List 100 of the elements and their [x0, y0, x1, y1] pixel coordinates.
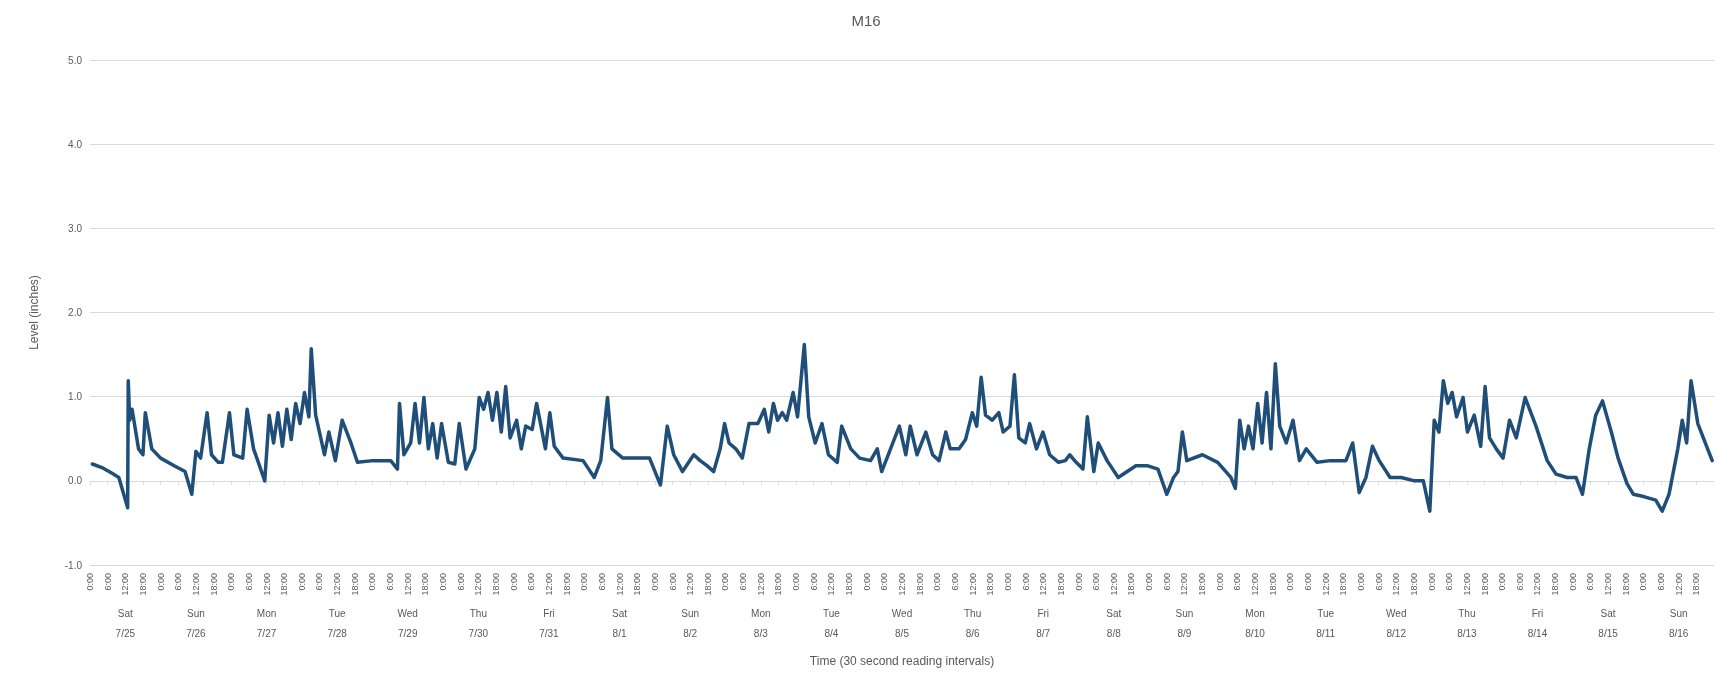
x-tick-label: 0:00: [1567, 573, 1578, 591]
x-tick-label: 12:00: [755, 573, 766, 596]
x-tick-label: 12:00: [1179, 573, 1190, 596]
text: 8/4: [824, 627, 839, 639]
x-tick-label: 0:00: [1214, 573, 1225, 591]
text: 8/11: [1316, 627, 1336, 639]
x-tick-label: 12:00: [967, 573, 978, 596]
x-tick-label: 0:00: [438, 573, 449, 591]
text: Mon: [751, 607, 771, 619]
x-tick-label: 18:00: [208, 573, 219, 596]
x-tick-label: 0:00: [1073, 573, 1084, 591]
text: 8/8: [1106, 627, 1122, 639]
text: 8/10: [1245, 627, 1266, 639]
x-tick-label: 18:00: [844, 573, 855, 596]
text: Sun: [681, 607, 700, 619]
text: Sun: [187, 607, 205, 619]
x-tick-label: 18:00: [1691, 573, 1702, 596]
x-tick-label: 6:00: [667, 573, 678, 591]
text: Fri: [1531, 607, 1544, 619]
x-tick-label: 18:00: [1126, 573, 1137, 596]
x-tick-label: 0:00: [861, 573, 872, 591]
x-tick-label: 6:00: [1444, 573, 1455, 591]
text: 7/30: [468, 627, 489, 639]
text: Wed: [891, 607, 913, 619]
x-tick-label: 12:00: [190, 573, 201, 596]
text: Mon: [1245, 607, 1265, 619]
x-tick-label: 6:00: [1585, 573, 1596, 591]
text: 8/1: [612, 627, 627, 639]
x-tick-label: 12:00: [685, 573, 696, 596]
x-tick-label: 12:00: [1250, 573, 1261, 596]
x-tick-label: 18:00: [1620, 573, 1631, 596]
x-tick-label: 18:00: [279, 573, 290, 596]
text: Sat: [1106, 607, 1122, 619]
text: Sat: [612, 607, 628, 619]
y-axis-title: Level (inches): [27, 275, 41, 350]
x-tick-label: 0:00: [1497, 573, 1508, 591]
x-tick-label: 18:00: [1267, 573, 1278, 596]
x-tick-label: 6:00: [1091, 573, 1102, 591]
text: Sat: [117, 607, 134, 619]
x-tick-label: 6:00: [173, 573, 184, 591]
x-tick-label: 18:00: [1055, 573, 1066, 596]
y-tick-label: 0.0: [68, 475, 83, 487]
x-tick-label: 12:00: [1603, 573, 1614, 596]
x-tick-label: 6:00: [1303, 573, 1313, 591]
x-tick-label: 0:00: [1002, 573, 1013, 591]
x-tick-label: 18:00: [1550, 573, 1561, 596]
x-tick-label: 12:00: [1673, 573, 1684, 596]
text: 8/2: [683, 627, 698, 639]
x-tick-label: 18:00: [420, 573, 431, 596]
text: 8/9: [1177, 627, 1192, 639]
x-tick-label: 6:00: [1373, 573, 1384, 591]
x-tick-label: 0:00: [649, 573, 660, 591]
x-tick-label: 6:00: [879, 573, 890, 591]
text: Tue: [328, 607, 346, 619]
text: 7/28: [327, 627, 348, 639]
x-tick-label: 6:00: [385, 573, 396, 591]
x-tick-label: 0:00: [720, 573, 731, 591]
text: Thu: [1458, 607, 1476, 619]
x-tick-label: 0:00: [1144, 573, 1155, 591]
x-tick-label: 18:00: [702, 573, 713, 596]
text: 7/27: [256, 627, 277, 639]
x-tick-label: 6:00: [526, 573, 537, 591]
x-tick-label: 18:00: [137, 573, 148, 596]
text: Tue: [822, 607, 841, 619]
x-tick-label: 6:00: [102, 573, 113, 591]
x-tick-label: 12:00: [261, 573, 272, 596]
x-tick-label: 12:00: [120, 573, 131, 596]
x-tick-label: 0:00: [1355, 573, 1366, 591]
x-tick-label: 18:00: [1197, 573, 1208, 596]
text: Sun: [1175, 607, 1194, 619]
y-tick-label: -1.0: [64, 559, 83, 571]
text: Sat: [1600, 607, 1616, 619]
x-tick-label: 6:00: [243, 573, 254, 591]
text: Mon: [256, 607, 277, 619]
text: 8/3: [753, 627, 769, 639]
x-tick-label: 0:00: [1426, 573, 1437, 591]
x-tick-label: 12:00: [473, 573, 484, 596]
x-tick-label: 12:00: [1320, 573, 1331, 596]
text: 8/14: [1527, 627, 1548, 639]
text: 7/26: [186, 627, 207, 639]
x-tick-label: 18:00: [1338, 573, 1349, 596]
x-tick-label: 0:00: [367, 573, 378, 591]
x-tick-label: 12:00: [1108, 573, 1119, 596]
text: 7/25: [115, 627, 136, 639]
x-tick-label: 18:00: [1479, 573, 1490, 596]
x-tick-label: 12:00: [402, 573, 413, 596]
text: Wed: [397, 607, 418, 619]
x-tick-label: 0:00: [1638, 573, 1649, 591]
x-tick-label: 18:00: [985, 573, 996, 596]
x-tick-label: 6:00: [455, 573, 466, 591]
x-tick-label: 12:00: [1391, 573, 1402, 596]
x-tick-label: 6:00: [1232, 573, 1243, 591]
x-tick-label: 0:00: [296, 573, 307, 591]
x-tick-label: 6:00: [596, 573, 607, 591]
y-tick-label: 3.0: [68, 222, 83, 234]
x-tick-label: 6:00: [314, 573, 325, 591]
x-tick-label: 0:00: [932, 573, 943, 591]
text: Thu: [469, 607, 487, 619]
x-tick-label: 12:00: [614, 573, 625, 596]
x-tick-label: 18:00: [491, 573, 501, 596]
